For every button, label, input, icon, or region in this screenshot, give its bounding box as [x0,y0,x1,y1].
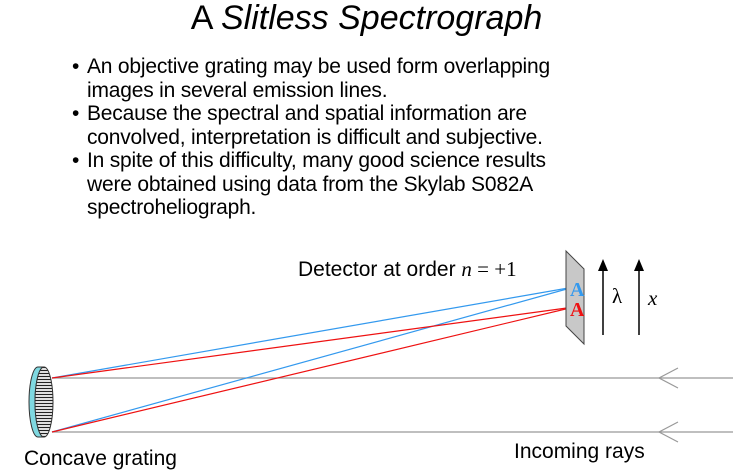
grating-face [34,366,54,438]
bullet-line: Because the spectral and spatial informa… [87,102,527,125]
ray-arrowhead-upper [657,367,679,389]
bullet-dot: • [72,55,80,78]
ray-arrowhead-lower [657,421,679,443]
detector-label-text: Detector at order [298,258,456,281]
page-title: A Slitless Spectrograph [0,0,733,38]
title-emphasis: Slitless Spectrograph [220,0,543,37]
bullet-line: In spite of this difficulty, many good s… [87,149,546,172]
bullet-line: convolved, interpretation is difficult a… [87,125,543,149]
red-ray-upper [51,306,575,379]
incoming-rays-label: Incoming rays [514,440,645,463]
detector-label: Detector at order n = +1 [298,257,517,282]
title-prefix: A [190,0,212,37]
order-equation: = +1 [471,257,517,281]
bullet-item: • In spite of this difficulty, many good… [70,149,670,220]
bullet-line: An objective grating may be used form ov… [87,55,550,78]
blue-image-spot: A [570,279,585,301]
bullet-item: • An objective grating may be used form … [70,55,670,102]
bullet-item: • Because the spectral and spatial infor… [70,102,670,149]
bullet-list: • An objective grating may be used form … [70,55,670,220]
blue-ray-upper [51,286,575,379]
x-arrowhead [634,259,644,271]
bullet-dot: • [72,102,80,125]
detector-plate [565,249,585,346]
blue-ray-lower [51,286,575,433]
lambda-arrowhead [598,259,608,271]
red-image-spot: A [570,299,585,321]
bullet-dot: • [72,149,80,172]
red-ray-lower [51,306,575,433]
order-variable: n [461,257,472,281]
x-axis-label: x [648,286,658,310]
grating-label: Concave grating [24,447,177,470]
bullet-line: images in several emission lines. [87,78,388,102]
bullet-line: were obtained using data from the Skylab… [87,172,534,196]
bullet-line: spectroheliograph. [87,196,257,219]
lambda-axis-label: λ [612,284,623,308]
